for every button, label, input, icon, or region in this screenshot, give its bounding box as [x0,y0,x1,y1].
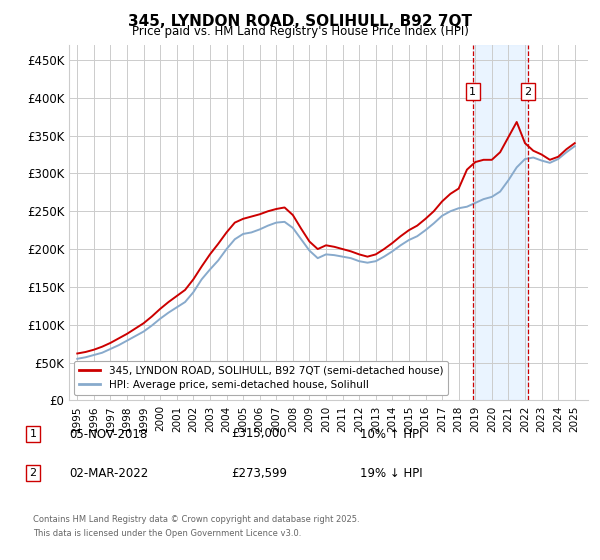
Text: £315,000: £315,000 [231,427,287,441]
Text: 10% ↑ HPI: 10% ↑ HPI [360,427,422,441]
Text: 2: 2 [29,468,37,478]
Text: 02-MAR-2022: 02-MAR-2022 [69,466,148,480]
Text: 19% ↓ HPI: 19% ↓ HPI [360,466,422,480]
Text: This data is licensed under the Open Government Licence v3.0.: This data is licensed under the Open Gov… [33,529,301,538]
Text: 2: 2 [524,87,532,97]
Text: Price paid vs. HM Land Registry's House Price Index (HPI): Price paid vs. HM Land Registry's House … [131,25,469,38]
Text: 345, LYNDON ROAD, SOLIHULL, B92 7QT: 345, LYNDON ROAD, SOLIHULL, B92 7QT [128,14,472,29]
Text: £273,599: £273,599 [231,466,287,480]
Bar [473,45,528,400]
Legend: 345, LYNDON ROAD, SOLIHULL, B92 7QT (semi-detached house), HPI: Average price, s: 345, LYNDON ROAD, SOLIHULL, B92 7QT (sem… [74,361,448,395]
Text: 1: 1 [29,429,37,439]
Text: Contains HM Land Registry data © Crown copyright and database right 2025.: Contains HM Land Registry data © Crown c… [33,515,359,524]
Text: 05-NOV-2018: 05-NOV-2018 [69,427,147,441]
Text: 1: 1 [469,87,476,97]
